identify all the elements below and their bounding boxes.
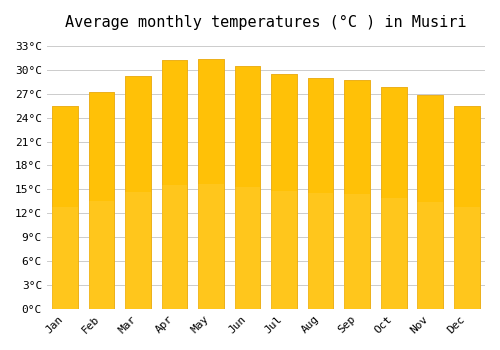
- Bar: [235, 66, 260, 309]
- Bar: [162, 61, 188, 309]
- Bar: [454, 207, 479, 309]
- Bar: [89, 92, 114, 309]
- Bar: [198, 184, 224, 309]
- Bar: [272, 74, 297, 309]
- Bar: [308, 78, 334, 309]
- Bar: [272, 191, 297, 309]
- Bar: [381, 198, 406, 309]
- Bar: [126, 76, 151, 309]
- Bar: [162, 61, 188, 309]
- Bar: [381, 88, 406, 309]
- Bar: [126, 192, 151, 309]
- Bar: [308, 78, 334, 309]
- Bar: [52, 106, 78, 309]
- Bar: [344, 194, 370, 309]
- Bar: [344, 79, 370, 309]
- Bar: [454, 106, 479, 309]
- Bar: [126, 76, 151, 309]
- Bar: [418, 96, 443, 309]
- Bar: [235, 187, 260, 309]
- Bar: [89, 201, 114, 309]
- Title: Average monthly temperatures (°C ) in Musiri: Average monthly temperatures (°C ) in Mu…: [65, 15, 466, 30]
- Bar: [454, 106, 479, 309]
- Bar: [308, 193, 334, 309]
- Bar: [381, 88, 406, 309]
- Bar: [344, 79, 370, 309]
- Bar: [162, 184, 188, 309]
- Bar: [418, 96, 443, 309]
- Bar: [89, 92, 114, 309]
- Bar: [52, 106, 78, 309]
- Bar: [198, 59, 224, 309]
- Bar: [52, 207, 78, 309]
- Bar: [235, 66, 260, 309]
- Bar: [272, 74, 297, 309]
- Bar: [198, 59, 224, 309]
- Bar: [418, 202, 443, 309]
